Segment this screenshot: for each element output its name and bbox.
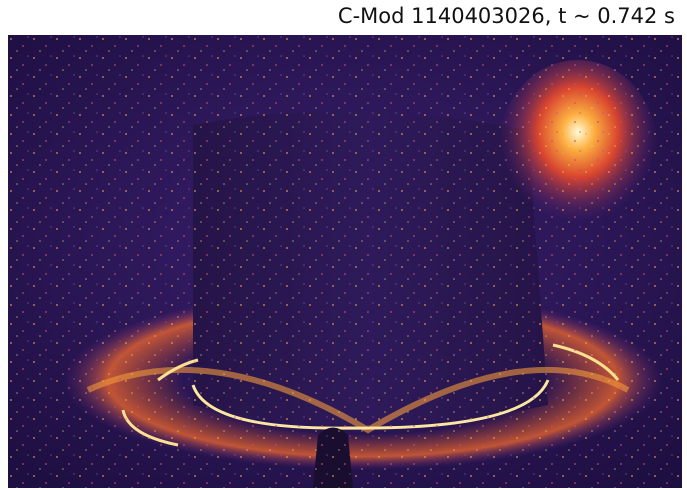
camera-image xyxy=(8,35,682,488)
page: {"title": "C-Mod 1140403026, t ~ 0.742 s… xyxy=(0,0,687,490)
noise xyxy=(8,35,682,488)
image-title: C-Mod 1140403026, t ~ 0.742 s xyxy=(338,4,675,28)
